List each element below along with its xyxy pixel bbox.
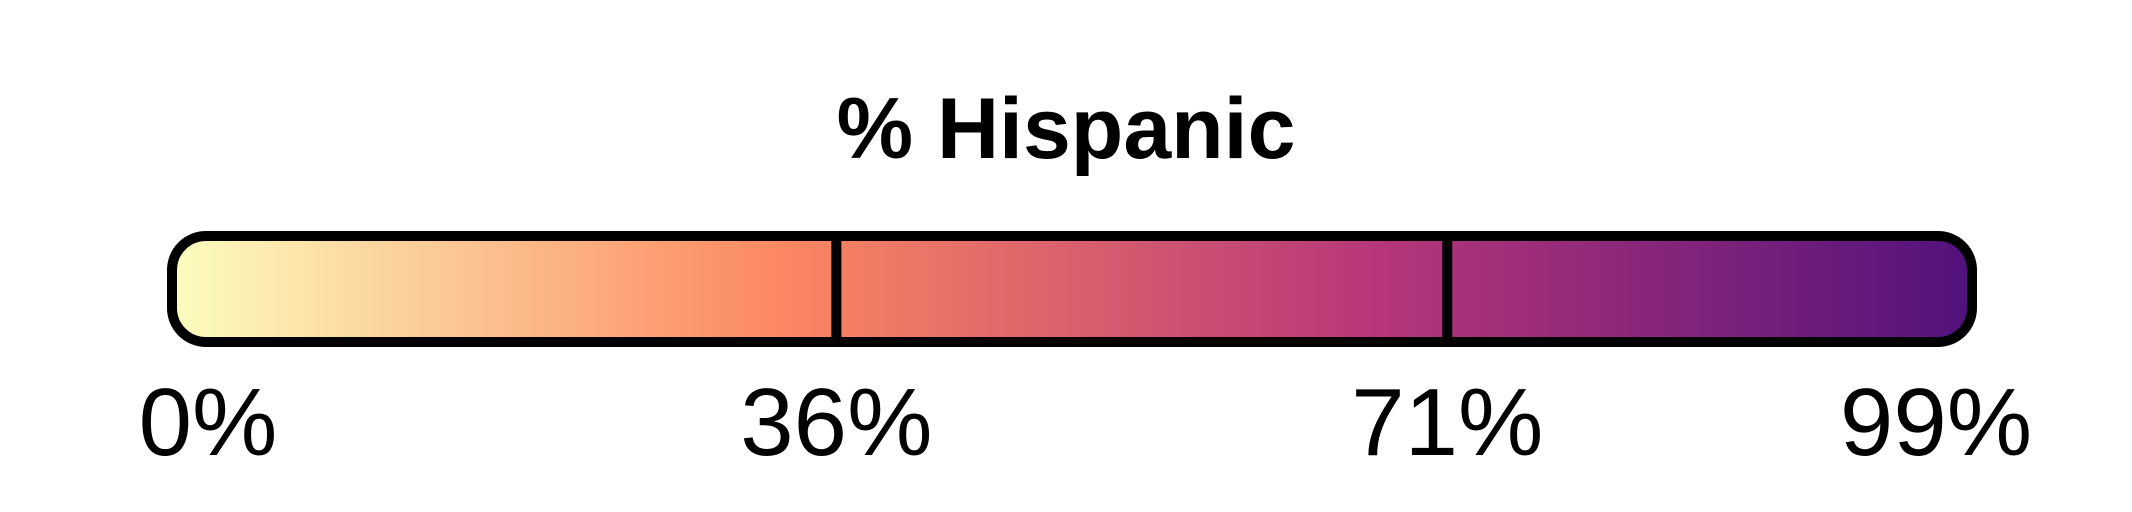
tick-label: 36% (740, 369, 932, 476)
legend-title: % Hispanic (837, 81, 1296, 177)
tick-label: 71% (1351, 369, 1543, 476)
tick-label: 99% (1840, 369, 2032, 476)
tick-label: 0% (139, 369, 278, 476)
colorbar-tick-labels: 0% 36% 71% 99% (139, 369, 2032, 476)
colorbar (167, 231, 1977, 347)
colorbar-breaks (831, 236, 1453, 342)
